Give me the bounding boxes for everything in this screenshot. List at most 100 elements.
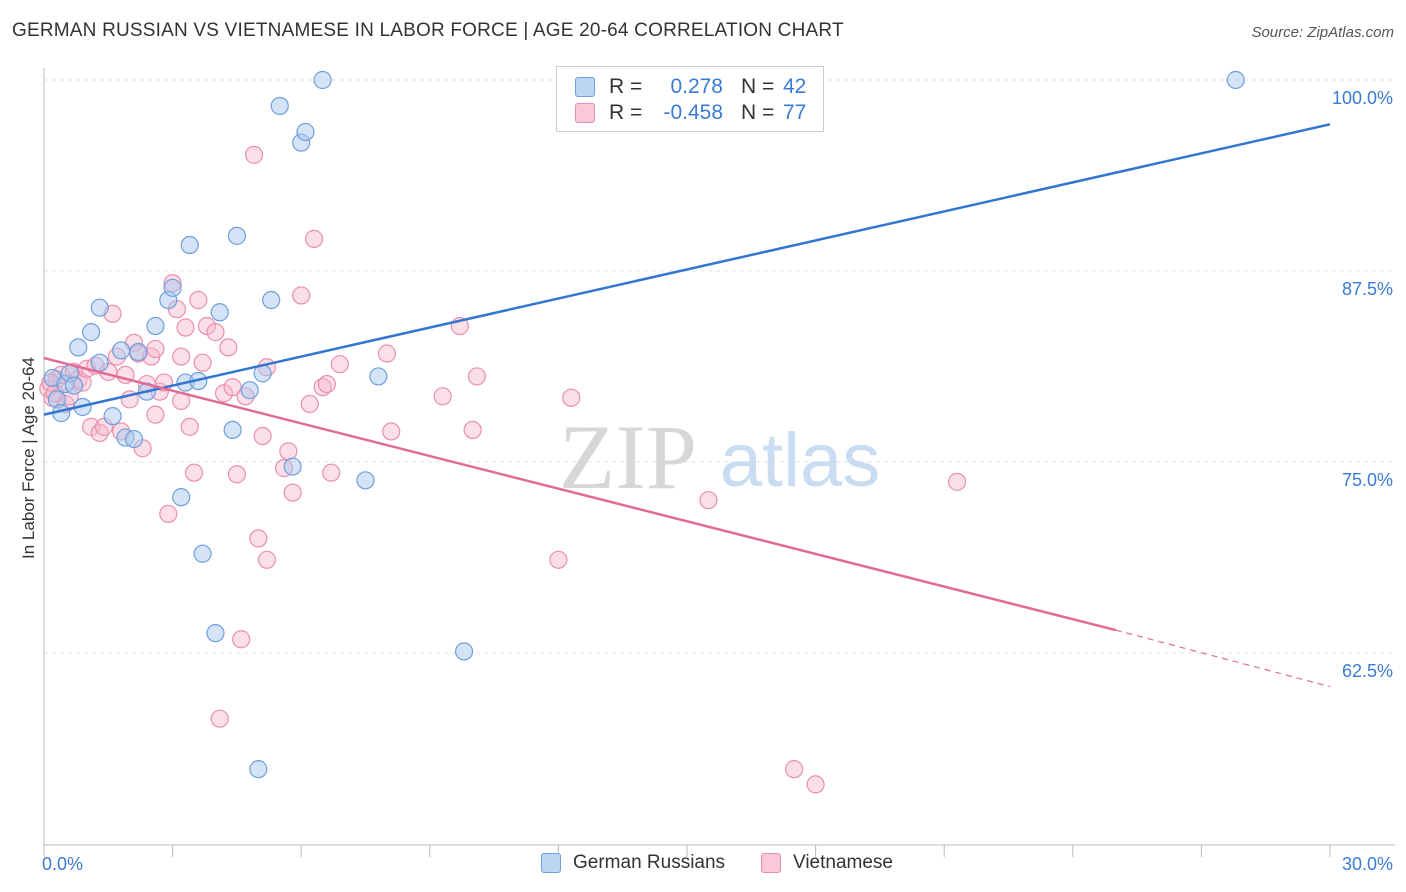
vietnamese-point-48 <box>249 529 268 548</box>
y-tick-label-3: 100.0% <box>1332 88 1393 108</box>
legend-n-label: N = <box>741 75 775 98</box>
legend-r-label: R = <box>609 75 643 98</box>
vietnamese-point-34 <box>180 417 199 436</box>
vietnamese-trend-extension <box>1115 629 1331 688</box>
legend-r-label: R = <box>609 101 643 124</box>
vietnamese-point-24 <box>146 339 165 359</box>
vietnamese-point-68 <box>549 550 568 569</box>
german-russian-point-32 <box>262 290 281 310</box>
vietnamese-point-42 <box>219 338 238 357</box>
german-russian-point-25 <box>206 624 225 643</box>
legend-swatch-blue <box>575 77 595 97</box>
vietnamese-point-60 <box>322 463 341 482</box>
german-russian-point-17 <box>146 316 165 336</box>
y-axis-label: In Labor Force | Age 20-64 <box>19 357 38 559</box>
vietnamese-point-73 <box>947 472 967 491</box>
german-russian-point-6 <box>69 338 88 357</box>
german-russian-point-41 <box>1226 70 1245 90</box>
german-russian-point-8 <box>82 323 101 342</box>
x-tick-label-0: 0.0% <box>42 854 83 874</box>
bottom-legend-label-blue: German Russians <box>573 852 726 873</box>
axes <box>43 68 1395 857</box>
vietnamese-point-67 <box>467 367 487 386</box>
german-russian-point-20 <box>172 488 191 507</box>
legend-n-value: 77 <box>783 101 807 124</box>
german-russian-point-9 <box>90 298 109 317</box>
german-russian-point-19 <box>163 278 182 297</box>
german-russian-point-29 <box>240 381 259 400</box>
vietnamese-point-25 <box>146 405 165 424</box>
german-russian-point-38 <box>356 471 375 490</box>
bottom-legend-swatch-pink <box>761 853 781 873</box>
vietnamese-point-51 <box>257 550 277 569</box>
watermark-atlas: atlas <box>720 418 881 503</box>
vietnamese-point-40 <box>210 709 229 728</box>
source-label: Source: ZipAtlas.com <box>1251 24 1394 41</box>
german-russian-point-40 <box>454 642 474 661</box>
vietnamese-point-71 <box>785 760 804 779</box>
vietnamese-point-49 <box>253 426 272 446</box>
watermark-zip: ZIP <box>559 406 697 508</box>
legend-r-value: -0.458 <box>663 101 723 124</box>
vietnamese-point-53 <box>279 442 298 461</box>
german-russian-point-36 <box>296 122 315 142</box>
vietnamese-point-33 <box>176 318 195 337</box>
x-tick-label-1: 30.0% <box>1342 854 1393 874</box>
vietnamese-point-36 <box>189 290 208 310</box>
legend-n-value: 42 <box>783 75 807 98</box>
vietnamese-point-47 <box>244 145 264 164</box>
german-russian-point-28 <box>227 226 246 245</box>
german-russian-point-12 <box>112 341 131 360</box>
vietnamese-point-59 <box>317 374 337 394</box>
y-tick-label-2: 87.5% <box>1342 279 1393 299</box>
vietnamese-point-62 <box>377 344 397 363</box>
y-tick-label-1: 75.0% <box>1342 470 1393 490</box>
bottom-legend-vietnamese: Vietnamese <box>761 852 893 874</box>
y-tick-label-0: 62.5% <box>1342 661 1393 681</box>
german-russian-point-15 <box>129 342 148 362</box>
legend-n-label: N = <box>741 101 775 124</box>
chart-title: GERMAN RUSSIAN VS VIETNAMESE IN LABOR FO… <box>12 20 844 41</box>
vietnamese-point-56 <box>300 394 319 414</box>
german-russian-trend-line <box>43 123 1331 416</box>
vietnamese-point-45 <box>232 630 251 649</box>
vietnamese-point-66 <box>463 420 482 440</box>
german-russian-point-22 <box>180 235 199 255</box>
german-russian-point-14 <box>124 429 144 449</box>
german-russian-point-11 <box>103 407 122 426</box>
vietnamese-point-63 <box>382 422 401 441</box>
watermark: ZIP atlas <box>559 406 880 508</box>
vietnamese-point-72 <box>806 775 825 794</box>
german-russian-point-34 <box>283 457 302 476</box>
vietnamese-point-35 <box>184 463 204 482</box>
german-russian-point-30 <box>249 760 268 779</box>
german-russian-point-33 <box>270 96 289 116</box>
vietnamese-point-44 <box>227 465 246 484</box>
vietnamese-point-69 <box>562 388 581 407</box>
vietnamese-point-55 <box>292 286 311 305</box>
vietnamese-point-61 <box>330 355 349 374</box>
vietnamese-point-43 <box>223 378 242 397</box>
correlation-legend: R = 0.278 N = 42 R = -0.458 N = 77 <box>556 66 824 132</box>
vietnamese-point-54 <box>283 483 302 502</box>
y-tick-labels: 62.5% 75.0% 87.5% 100.0% <box>1332 88 1393 681</box>
legend-r-value: 0.278 <box>670 75 723 98</box>
german-russian-points <box>43 70 1245 779</box>
german-russian-point-39 <box>369 367 388 386</box>
legend-row-german-russians: R = 0.278 N = 42 <box>575 73 806 101</box>
vietnamese-point-31 <box>172 347 191 366</box>
grid-lines <box>44 79 1395 654</box>
german-russian-point-37 <box>313 70 332 90</box>
bottom-legend-swatch-blue <box>541 853 561 873</box>
german-russian-point-10 <box>90 353 109 372</box>
vietnamese-point-57 <box>304 229 324 249</box>
vietnamese-point-28 <box>159 504 178 524</box>
vietnamese-point-70 <box>699 491 718 510</box>
x-tick-labels: 0.0% 30.0% <box>42 854 1393 874</box>
vietnamese-point-39 <box>206 323 225 342</box>
german-russian-point-26 <box>210 303 229 322</box>
trend-lines <box>43 123 1331 688</box>
vietnamese-point-37 <box>193 353 212 372</box>
legend-row-vietnamese: R = -0.458 N = 77 <box>575 99 806 127</box>
